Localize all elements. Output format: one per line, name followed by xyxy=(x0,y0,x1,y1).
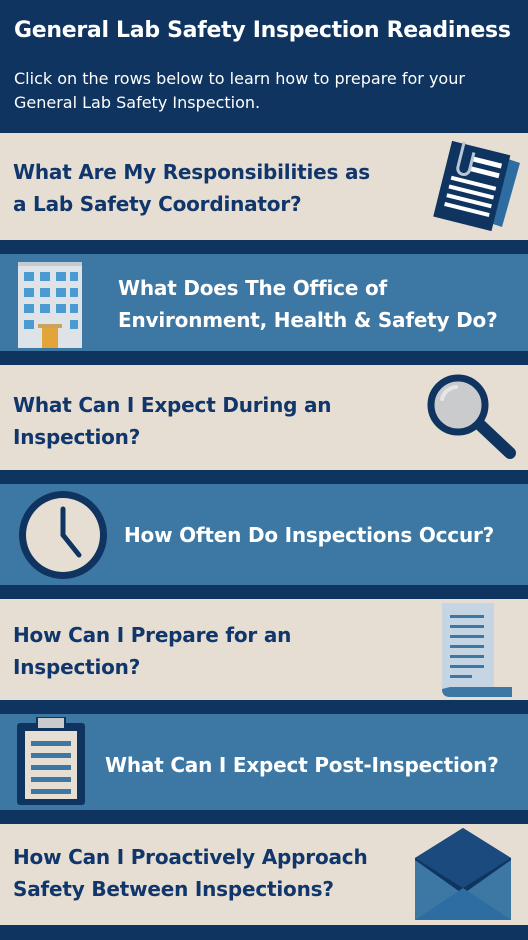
building-icon xyxy=(18,262,82,348)
row-responsibilities[interactable]: What Are My Responsibilities as a Lab Sa… xyxy=(0,133,528,240)
row-inspection-frequency[interactable]: How Often Do Inspections Occur? xyxy=(0,484,528,585)
row-label: How Can I Proactively Approach Safety Be… xyxy=(13,845,368,901)
row-label: What Does The Office of Environment, Hea… xyxy=(118,276,498,332)
row-ehs-office[interactable]: What Does The Office of Environment, Hea… xyxy=(0,254,528,351)
page-header: General Lab Safety Inspection Readiness … xyxy=(0,0,528,133)
row-proactive-safety[interactable]: How Can I Proactively Approach Safety Be… xyxy=(0,824,528,925)
magnifying-glass-icon xyxy=(427,374,516,459)
row-label: How Can I Prepare for an Inspection? xyxy=(13,623,292,679)
row-during-inspection[interactable]: What Can I Expect During an Inspection? xyxy=(0,365,528,470)
row-label: How Often Do Inspections Occur? xyxy=(124,523,495,547)
clipboard-icon xyxy=(17,717,85,805)
clock-icon xyxy=(19,491,107,579)
envelope-icon xyxy=(415,828,511,920)
page-title: General Lab Safety Inspection Readiness xyxy=(14,18,511,43)
row-label: What Can I Expect Post-Inspection? xyxy=(105,753,499,777)
documents-icon xyxy=(433,140,520,232)
row-label: What Are My Responsibilities as a Lab Sa… xyxy=(13,160,370,216)
row-label: What Can I Expect During an Inspection? xyxy=(13,393,332,449)
row-prepare-inspection[interactable]: How Can I Prepare for an Inspection? xyxy=(0,599,528,700)
scroll-document-icon xyxy=(442,603,512,697)
page-intro: Click on the rows below to learn how to … xyxy=(14,69,465,112)
row-post-inspection[interactable]: What Can I Expect Post-Inspection? xyxy=(0,714,528,810)
